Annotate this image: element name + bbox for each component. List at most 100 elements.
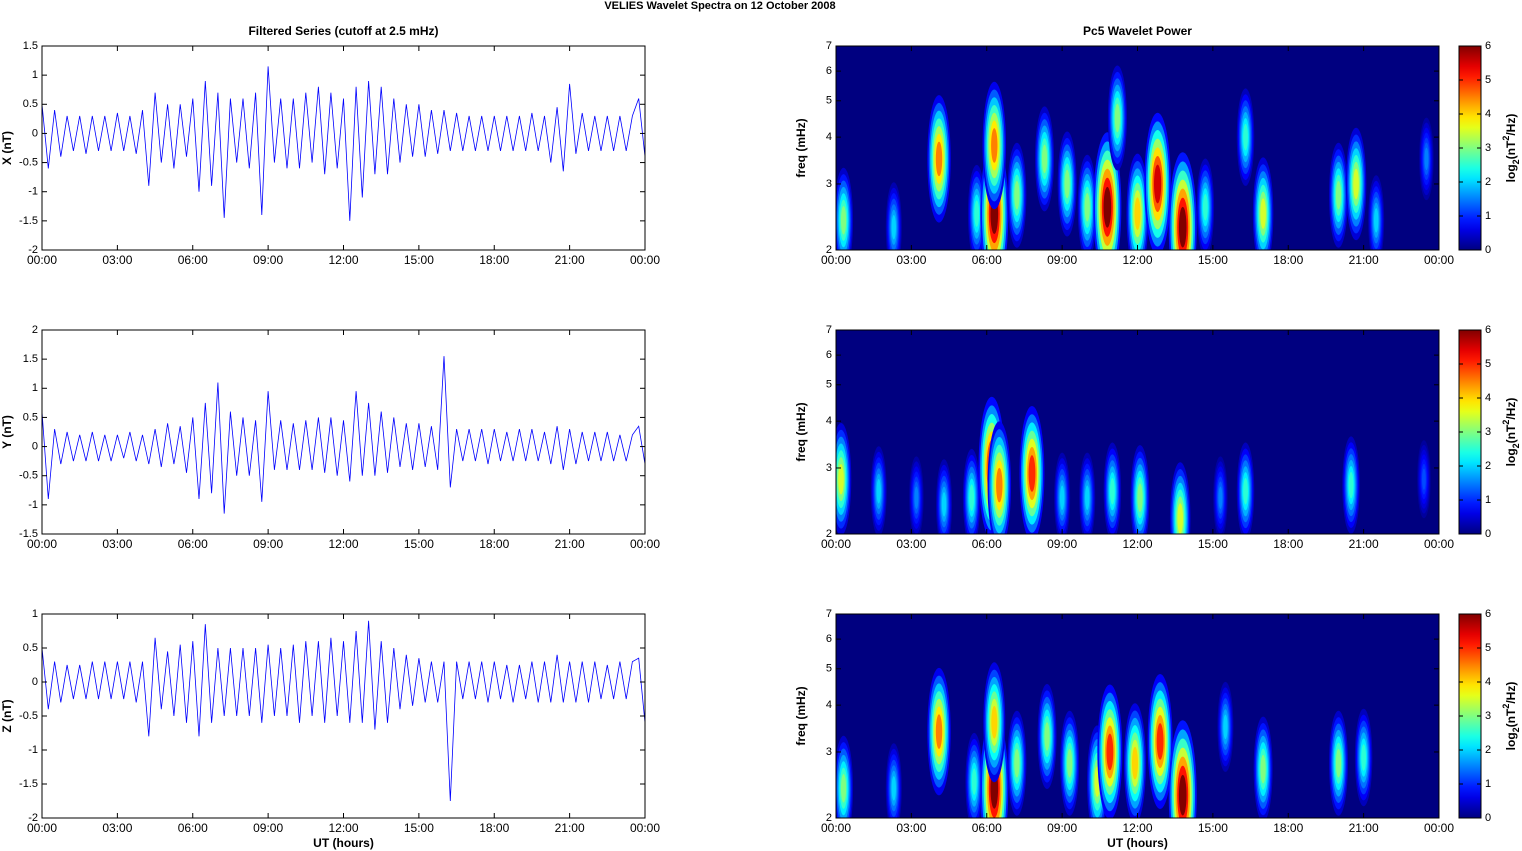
x-tick-label: 15:00 xyxy=(1198,537,1228,551)
x-tick-label: 21:00 xyxy=(1349,537,1379,551)
y-axis-label: freq (mHz) xyxy=(794,686,808,745)
y-tick-label: 4 xyxy=(826,131,832,143)
y-tick-label: 0.5 xyxy=(23,411,38,423)
y-axis-label: freq (mHz) xyxy=(794,118,808,177)
x-tick-label: 21:00 xyxy=(555,537,585,551)
colorbar-label-part: log xyxy=(1504,448,1518,466)
y-tick-label: 2 xyxy=(32,324,38,336)
y-tick-label: -1 xyxy=(28,186,38,198)
power-blob xyxy=(1348,471,1354,499)
y-tick-label: 7 xyxy=(826,40,832,52)
power-blob xyxy=(1223,714,1228,740)
x-tick-label: 12:00 xyxy=(328,253,358,267)
x-tick-label: 18:00 xyxy=(1273,821,1303,835)
power-blob xyxy=(1110,478,1115,505)
x-tick-label: 00:00 xyxy=(27,253,57,267)
colorbar-tick-label: 4 xyxy=(1485,392,1491,404)
power-blob xyxy=(996,467,1003,503)
y-tick-label: 1 xyxy=(32,608,38,620)
x-tick-label: 18:00 xyxy=(1273,537,1303,551)
plot-area xyxy=(42,356,645,514)
colorbar-tick-label: 2 xyxy=(1485,176,1491,188)
x-tick-label: 03:00 xyxy=(896,821,926,835)
x-axis-label: UT (hours) xyxy=(313,836,374,850)
y-tick-label: -1.5 xyxy=(19,215,38,227)
x-tick-label: 21:00 xyxy=(1349,821,1379,835)
x-tick-label: 06:00 xyxy=(972,821,1002,835)
power-blob xyxy=(1154,164,1162,204)
x-tick-label: 12:00 xyxy=(1122,253,1152,267)
plot-area xyxy=(836,46,1439,250)
x-tick-label: 15:00 xyxy=(404,537,434,551)
plot-area xyxy=(836,614,1439,818)
y-tick-label: 0.5 xyxy=(23,98,38,110)
y-tick-label: 2 xyxy=(826,812,832,824)
y-tick-label: 7 xyxy=(826,608,832,620)
chart-title: Filtered Series (cutoff at 2.5 mHz) xyxy=(248,24,438,38)
x-tick-label: 00:00 xyxy=(821,821,851,835)
y-tick-label: 3 xyxy=(826,462,832,474)
y-tick-label: -2 xyxy=(28,812,38,824)
power-blob xyxy=(1067,748,1073,778)
y-tick-label: 2 xyxy=(826,244,832,256)
colorbar-tick-label: 0 xyxy=(1485,244,1491,256)
plot-area xyxy=(836,330,1439,534)
axes-frame xyxy=(41,45,646,251)
y-tick-label: 6 xyxy=(826,633,832,645)
power-blob xyxy=(941,492,947,517)
power-blob xyxy=(1260,754,1266,784)
power-blob xyxy=(1137,483,1143,512)
y-tick-label: 7 xyxy=(826,324,832,336)
power-blob xyxy=(1353,168,1359,200)
y-tick-label: 6 xyxy=(826,349,832,361)
colorbar-label: log2(nT2/Hz) xyxy=(1501,114,1521,183)
power-blob xyxy=(991,705,998,739)
y-tick-label: 0.5 xyxy=(23,642,38,654)
power-blob xyxy=(1156,723,1164,760)
y-tick-label: -1.5 xyxy=(19,778,38,790)
colorbar-tick-label: 4 xyxy=(1485,108,1491,120)
power-blob xyxy=(1044,722,1050,751)
power-blob xyxy=(1114,103,1120,133)
y-tick-label: -0.5 xyxy=(19,710,38,722)
power-blob xyxy=(1041,144,1048,174)
colorbar-tick-label: 3 xyxy=(1485,710,1491,722)
y-tick-label: 5 xyxy=(826,663,832,675)
y-tick-label: -1 xyxy=(28,499,38,511)
power-blob xyxy=(1243,478,1248,505)
axes-frame xyxy=(41,329,646,535)
y-tick-label: -0.5 xyxy=(19,470,38,482)
colorbar-tick-label: 5 xyxy=(1485,358,1491,370)
y-tick-label: 5 xyxy=(826,95,832,107)
colorbar-label-part: 2 xyxy=(1511,443,1521,448)
y-tick-label: 1 xyxy=(32,382,38,394)
y-tick-label: 1.5 xyxy=(23,40,38,52)
colorbar-tick-label: 0 xyxy=(1485,528,1491,540)
x-axis-label: UT (hours) xyxy=(1107,836,1168,850)
x-tick-label: 15:00 xyxy=(404,821,434,835)
power-blob xyxy=(891,776,896,801)
colorbar-label-part: /Hz) xyxy=(1504,398,1518,420)
x-tick-label: 03:00 xyxy=(896,253,926,267)
x-tick-label: 09:00 xyxy=(1047,821,1077,835)
x-tick-label: 00:00 xyxy=(1424,253,1454,267)
signal-line xyxy=(42,66,645,221)
x-tick-label: 00:00 xyxy=(821,537,851,551)
signal-line xyxy=(42,620,645,802)
y-tick-label: 2 xyxy=(826,528,832,540)
power-blob xyxy=(1085,485,1090,510)
x-tick-label: 18:00 xyxy=(479,537,509,551)
figure-title: VELIES Wavelet Spectra on 12 October 200… xyxy=(604,0,835,12)
x-tick-label: 21:00 xyxy=(555,821,585,835)
colorbar-label-part: (nT xyxy=(1504,424,1518,443)
power-blob xyxy=(891,215,896,240)
colorbar-tick-label: 2 xyxy=(1485,744,1491,756)
x-tick-label: 00:00 xyxy=(630,821,660,835)
y-tick-label: 0 xyxy=(32,440,38,452)
power-blob xyxy=(1106,733,1114,771)
x-tick-label: 09:00 xyxy=(1047,253,1077,267)
colorbar-label-part: 2 xyxy=(1501,704,1511,709)
power-blob xyxy=(1084,193,1090,222)
plot-area xyxy=(42,620,645,802)
